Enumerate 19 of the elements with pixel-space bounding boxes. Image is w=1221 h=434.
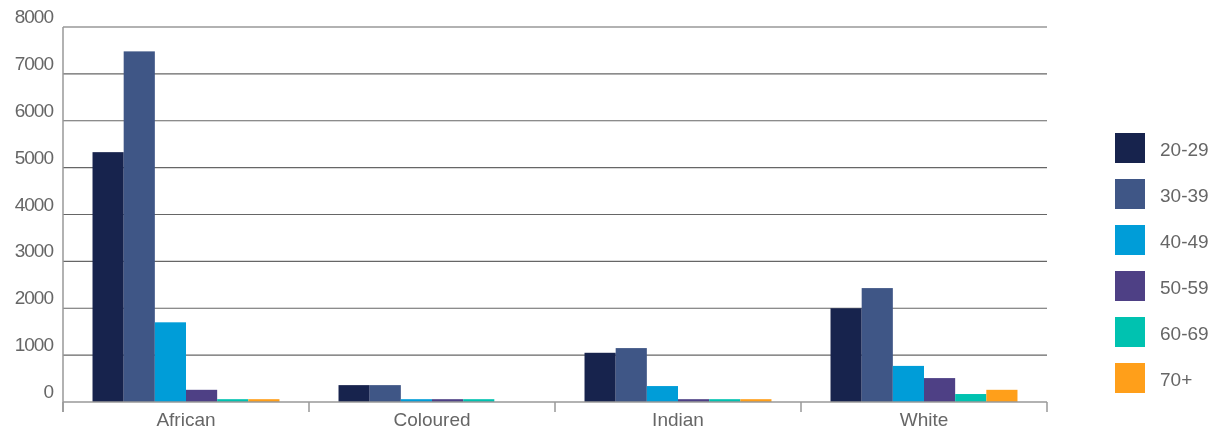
x-tick-label: African xyxy=(156,409,216,430)
x-tick-label: Coloured xyxy=(393,409,471,430)
y-tick-label: 5000 xyxy=(14,146,54,168)
x-tick-label: Indian xyxy=(652,409,704,430)
legend-label: 30-39 xyxy=(1160,185,1209,206)
y-tick-label: 0 xyxy=(43,381,54,402)
legend-label: 20-29 xyxy=(1160,139,1209,160)
legend-label: 60-69 xyxy=(1160,323,1209,344)
legend-label: 70+ xyxy=(1160,369,1193,390)
x-tick-label: White xyxy=(899,409,949,430)
legend-label: 50-59 xyxy=(1160,277,1209,298)
y-tick-label: 7000 xyxy=(14,52,54,74)
y-tick-label: 6000 xyxy=(14,99,54,121)
y-tick-label: 3000 xyxy=(14,240,54,262)
y-tick-label: 8000 xyxy=(14,6,54,27)
y-tick-label: 2000 xyxy=(14,287,54,309)
y-tick-label: 4000 xyxy=(14,193,54,215)
legend-label: 40-49 xyxy=(1160,231,1209,252)
y-tick-label: 1000 xyxy=(14,334,54,356)
